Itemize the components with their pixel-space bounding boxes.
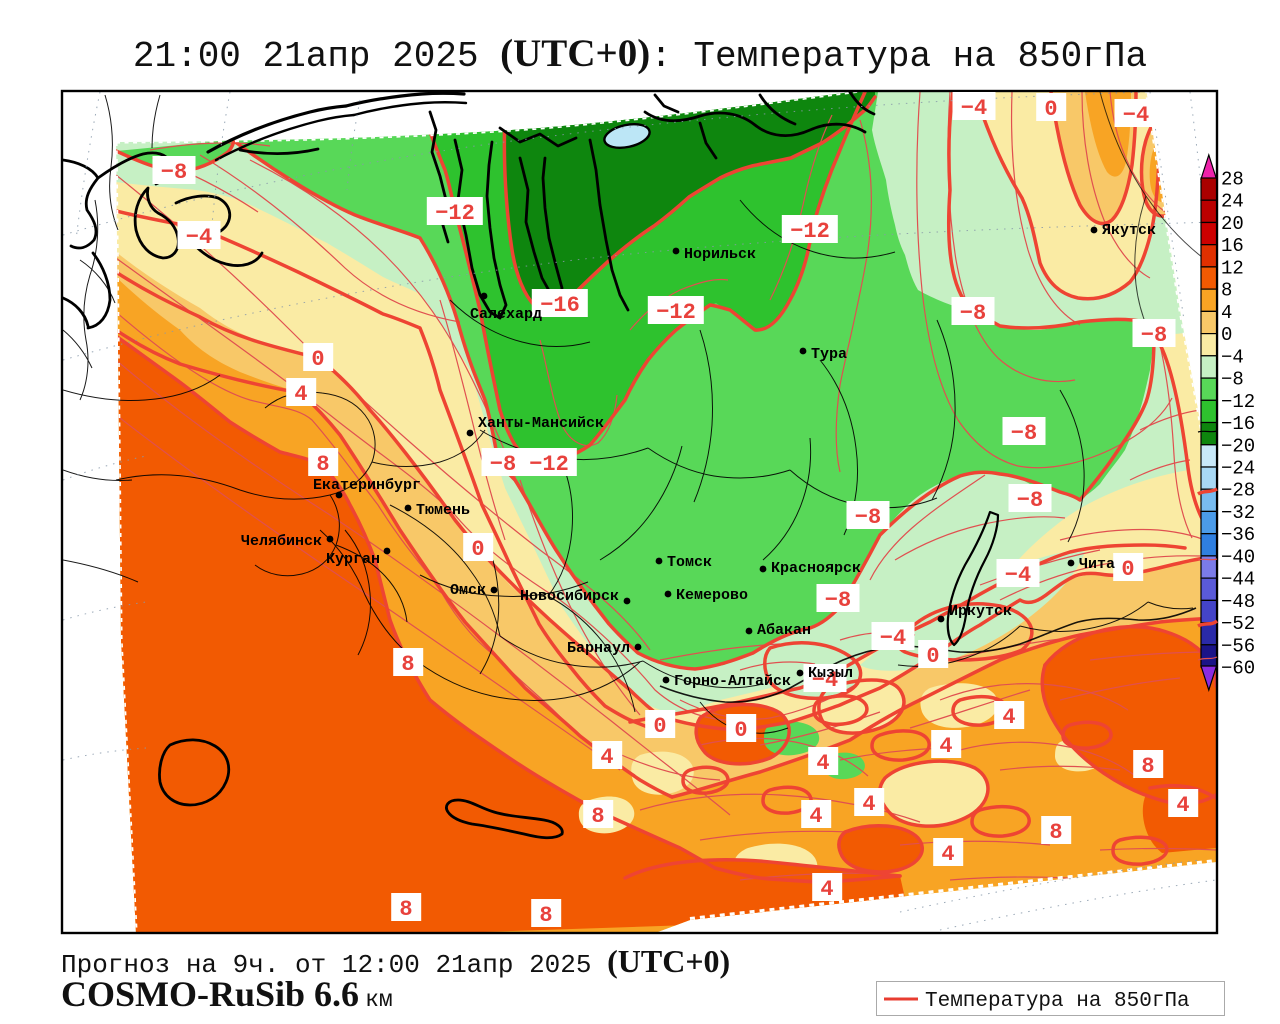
svg-text:4: 4 [1002,705,1015,730]
svg-text:−32: −32 [1221,502,1255,524]
svg-text:4: 4 [862,792,875,817]
svg-text:8: 8 [1221,280,1232,302]
svg-text:−48: −48 [1221,591,1255,613]
svg-text:Барнаул: Барнаул [567,640,630,657]
svg-text:4: 4 [1176,793,1189,818]
svg-text:20: 20 [1221,213,1244,235]
svg-text:Норильск: Норильск [684,246,756,263]
svg-text:−4: −4 [961,96,987,121]
svg-text:Новосибирск: Новосибирск [520,588,619,605]
svg-text:−8: −8 [161,160,187,185]
svg-text:−8: −8 [960,301,986,326]
svg-text:Иркутск: Иркутск [949,603,1012,620]
svg-text:0: 0 [1221,324,1232,346]
svg-text:21:00 21апр 2025 (UTC+0): Темп: 21:00 21апр 2025 (UTC+0): Температура на… [133,32,1147,77]
svg-text:−4: −4 [1221,346,1244,368]
svg-text:4: 4 [941,842,954,867]
svg-text:8: 8 [1141,754,1154,779]
svg-text:Прогноз на 9ч. от 12:00 21апр: Прогноз на 9ч. от 12:00 21апр 2025 (UTC+… [61,943,730,980]
svg-text:4: 4 [1221,302,1232,324]
svg-text:−8: −8 [1011,421,1037,446]
svg-text:−36: −36 [1221,524,1255,546]
svg-text:Чита: Чита [1079,556,1115,573]
svg-text:−60: −60 [1221,658,1255,680]
svg-text:−20: −20 [1221,435,1255,457]
svg-text:−12: −12 [529,452,569,477]
svg-text:−8: −8 [1221,369,1244,391]
svg-text:Томск: Томск [667,554,712,571]
svg-text:Температура на 850гПа: Температура на 850гПа [925,990,1190,1013]
svg-text:−4: −4 [1123,103,1149,128]
svg-text:−16: −16 [1221,413,1255,435]
svg-text:8: 8 [539,903,552,928]
svg-text:−28: −28 [1221,480,1255,502]
svg-text:−12: −12 [1221,391,1255,413]
svg-text:COSMO-RuSib 6.6 км: COSMO-RuSib 6.6 км [61,974,393,1014]
svg-text:−4: −4 [880,626,906,651]
svg-text:−52: −52 [1221,613,1255,635]
svg-text:4: 4 [294,382,307,407]
svg-text:0: 0 [926,644,939,669]
svg-text:8: 8 [399,897,412,922]
svg-text:4: 4 [816,751,829,776]
svg-text:8: 8 [401,652,414,677]
svg-text:−44: −44 [1221,569,1255,591]
svg-text:−8: −8 [1141,323,1167,348]
svg-text:0: 0 [1044,97,1057,122]
svg-text:−12: −12 [435,201,475,226]
svg-text:16: 16 [1221,235,1244,257]
svg-text:Тюмень: Тюмень [416,502,470,519]
svg-text:Тура: Тура [811,346,847,363]
svg-text:8: 8 [316,452,329,477]
svg-text:4: 4 [939,734,952,759]
svg-text:Якутск: Якутск [1102,222,1156,239]
svg-text:Курган: Курган [326,551,380,568]
svg-text:−4: −4 [812,668,838,693]
svg-text:0: 0 [311,347,324,372]
svg-text:Кемерово: Кемерово [676,587,748,604]
svg-text:4: 4 [820,877,833,902]
svg-text:4: 4 [600,745,613,770]
svg-text:Горно-Алтайск: Горно-Алтайск [674,673,791,690]
svg-text:−8: −8 [825,588,851,613]
svg-text:−56: −56 [1221,635,1255,657]
svg-text:28: 28 [1221,169,1244,191]
svg-text:24: 24 [1221,191,1244,213]
svg-text:0: 0 [471,537,484,562]
svg-text:−8: −8 [1017,488,1043,513]
svg-text:0: 0 [653,714,666,739]
svg-text:Салехард: Салехард [470,306,542,323]
svg-text:Красноярск: Красноярск [771,560,861,577]
svg-text:−8: −8 [490,452,516,477]
svg-text:−12: −12 [790,219,830,244]
svg-text:−40: −40 [1221,546,1255,568]
svg-text:Омск: Омск [450,582,486,599]
svg-text:Абакан: Абакан [757,622,811,639]
svg-text:−16: −16 [540,293,580,318]
svg-text:8: 8 [1049,820,1062,845]
svg-text:4: 4 [809,804,822,829]
svg-text:−4: −4 [186,225,212,250]
svg-text:8: 8 [591,804,604,829]
svg-text:−12: −12 [656,300,696,325]
svg-text:Екатеринбург: Екатеринбург [313,477,421,494]
svg-text:12: 12 [1221,257,1244,279]
svg-text:0: 0 [1121,557,1134,582]
svg-text:−8: −8 [855,505,881,530]
svg-text:−24: −24 [1221,458,1255,480]
svg-text:−4: −4 [1005,563,1031,588]
svg-text:Ханты-Мансийск: Ханты-Мансийск [478,415,604,432]
svg-text:Кызыл: Кызыл [808,665,853,682]
svg-text:Челябинск: Челябинск [241,533,322,550]
svg-text:0: 0 [734,718,747,743]
